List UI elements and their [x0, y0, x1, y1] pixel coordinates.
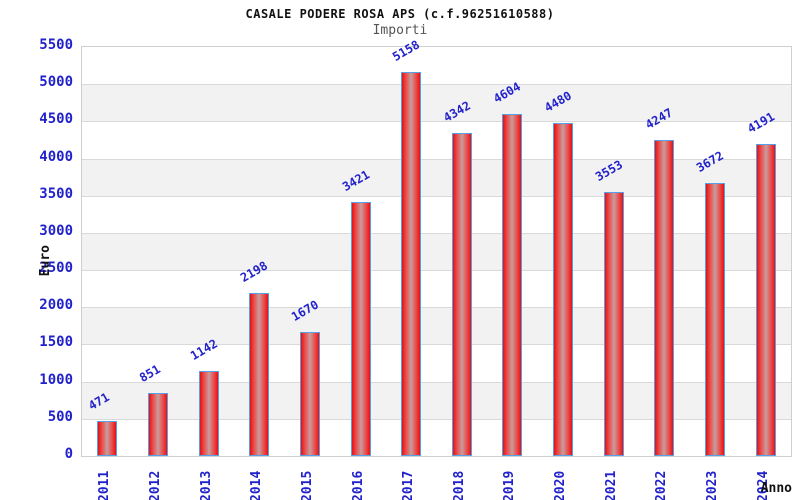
y-tick-label: 2000	[39, 297, 73, 314]
y-tick-label: 5500	[39, 37, 73, 53]
bar	[299, 331, 320, 456]
chart-title: CASALE PODERE ROSA APS (c.f.96251610588)	[245, 7, 555, 21]
y-tick-label: 2500	[39, 260, 73, 277]
x-tick-label: 2018	[451, 470, 467, 500]
grid-line	[82, 344, 791, 346]
x-tick-label: 2023	[705, 470, 721, 500]
grid-line	[82, 381, 791, 383]
y-tick-label: 5000	[39, 74, 73, 91]
bar	[553, 122, 574, 456]
chart-subtitle: Importi	[372, 23, 428, 38]
grid-line	[82, 195, 791, 197]
x-tick-label: 2012	[147, 470, 163, 500]
x-tick-label: 2022	[654, 470, 670, 500]
grid-line	[82, 307, 791, 309]
y-tick-label: 4000	[39, 148, 73, 165]
bar	[654, 140, 675, 456]
y-tick-label: 0	[64, 446, 73, 462]
band	[82, 270, 791, 308]
y-tick-label: 1500	[39, 334, 73, 351]
x-tick-label: 2020	[553, 470, 569, 500]
x-tick-label: 2014	[249, 470, 265, 500]
bar	[451, 133, 472, 456]
band	[82, 232, 791, 271]
band	[82, 84, 791, 122]
bar	[502, 113, 523, 456]
x-tick-label: 2016	[350, 470, 366, 500]
x-tick-label: 2019	[502, 470, 518, 500]
grid-line	[82, 121, 791, 123]
x-tick-label: 2011	[97, 470, 113, 500]
band	[82, 307, 791, 345]
x-tick-label: 2021	[603, 470, 619, 500]
bar	[198, 371, 219, 456]
grid-line	[82, 418, 791, 420]
y-tick-label: 500	[47, 408, 73, 425]
band	[82, 381, 791, 419]
bar	[249, 292, 270, 456]
bar	[97, 420, 118, 456]
bar	[401, 72, 422, 456]
bar	[603, 191, 624, 456]
bar	[755, 144, 776, 456]
bar	[350, 201, 371, 456]
y-tick-label: 1000	[39, 371, 73, 388]
y-tick-label: 4500	[39, 111, 73, 128]
x-tick-label: 2013	[198, 470, 214, 500]
band	[82, 47, 791, 85]
band	[82, 158, 791, 196]
plot-area: 471 851 1142 2198 1670 3421 5158 4342 4604 4480 35…	[81, 38, 792, 457]
band	[82, 121, 791, 159]
x-tick-label: 2017	[401, 470, 417, 500]
x-axis-title: Anno	[760, 481, 792, 496]
y-tick-label: 3500	[39, 185, 73, 202]
y-tick-label: 3000	[39, 222, 73, 239]
bar	[705, 182, 726, 456]
y-axis-title: Euro	[38, 245, 53, 277]
grid-line	[82, 270, 791, 272]
grid-line	[82, 158, 791, 160]
x-tick-label: 2015	[299, 470, 315, 500]
grid-line	[82, 84, 791, 86]
band	[82, 195, 791, 233]
grid-line	[82, 232, 791, 234]
band	[82, 418, 791, 456]
bar	[147, 392, 168, 456]
